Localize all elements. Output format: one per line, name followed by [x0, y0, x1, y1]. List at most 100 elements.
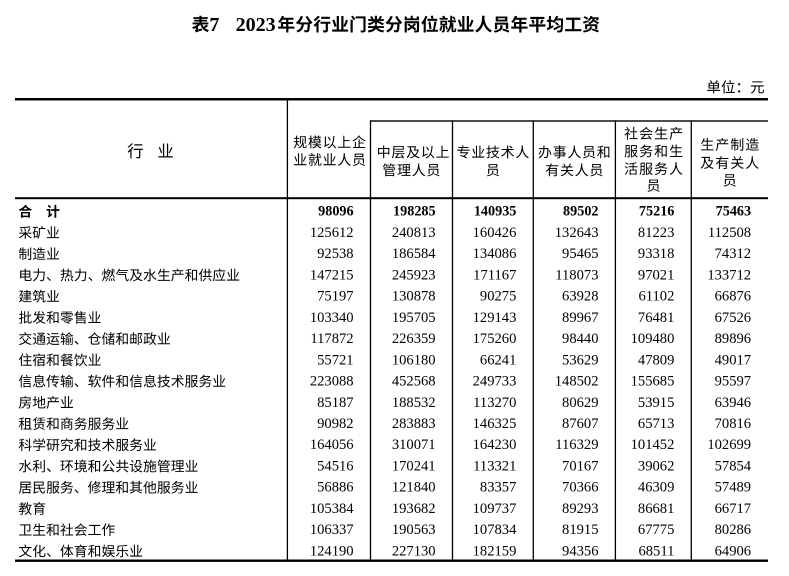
svg-text:186584: 186584 — [392, 246, 436, 262]
svg-text:134086: 134086 — [473, 246, 517, 262]
svg-text:107834: 107834 — [473, 522, 517, 538]
svg-text:7: 7 — [209, 14, 219, 36]
svg-text:223088: 223088 — [310, 374, 354, 390]
svg-text:39062: 39062 — [638, 458, 674, 474]
svg-text:75216: 75216 — [639, 204, 674, 220]
svg-text:112508: 112508 — [708, 225, 751, 241]
svg-text:97021: 97021 — [638, 267, 674, 283]
svg-text:89502: 89502 — [563, 204, 598, 220]
svg-text:133712: 133712 — [707, 267, 751, 283]
svg-text:95465: 95465 — [562, 246, 598, 262]
svg-text:106180: 106180 — [392, 352, 436, 368]
svg-text:98096: 98096 — [318, 204, 353, 220]
svg-text:83357: 83357 — [480, 480, 516, 496]
svg-text:74312: 74312 — [715, 246, 751, 262]
svg-text:81915: 81915 — [562, 522, 598, 538]
svg-text:63928: 63928 — [562, 289, 598, 305]
svg-text:283883: 283883 — [392, 416, 436, 432]
svg-text:125612: 125612 — [310, 225, 354, 241]
svg-text:53629: 53629 — [562, 352, 598, 368]
svg-text:75463: 75463 — [716, 204, 751, 220]
svg-text:70366: 70366 — [562, 480, 598, 496]
svg-text:90275: 90275 — [480, 289, 516, 305]
svg-text:66876: 66876 — [715, 289, 751, 305]
svg-text:85187: 85187 — [317, 395, 353, 411]
svg-text:56886: 56886 — [317, 480, 353, 496]
svg-text:124190: 124190 — [310, 543, 354, 559]
svg-text:102699: 102699 — [707, 437, 751, 453]
svg-text:89293: 89293 — [562, 501, 598, 517]
svg-text:155685: 155685 — [631, 374, 675, 390]
svg-text:67526: 67526 — [715, 310, 751, 326]
svg-text:68511: 68511 — [638, 543, 674, 559]
svg-text:57489: 57489 — [715, 480, 751, 496]
svg-text:63946: 63946 — [715, 395, 751, 411]
svg-text:118073: 118073 — [555, 267, 598, 283]
svg-text:249733: 249733 — [473, 374, 517, 390]
svg-text:47809: 47809 — [638, 352, 674, 368]
svg-text:70167: 70167 — [562, 458, 598, 474]
svg-text:49017: 49017 — [715, 352, 751, 368]
svg-text:65713: 65713 — [638, 416, 674, 432]
svg-text:2023: 2023 — [236, 14, 276, 36]
svg-text:147215: 147215 — [310, 267, 354, 283]
svg-text:240813: 240813 — [392, 225, 436, 241]
svg-text:61102: 61102 — [638, 289, 674, 305]
svg-text:87607: 87607 — [562, 416, 598, 432]
svg-text:226359: 226359 — [392, 331, 436, 347]
svg-text:93318: 93318 — [638, 246, 674, 262]
svg-text:66717: 66717 — [715, 501, 751, 517]
svg-text:46309: 46309 — [638, 480, 674, 496]
svg-text:129143: 129143 — [473, 310, 517, 326]
svg-text:67775: 67775 — [638, 522, 674, 538]
svg-text:54516: 54516 — [317, 458, 353, 474]
svg-text:193682: 193682 — [392, 501, 436, 517]
svg-text:148502: 148502 — [555, 374, 599, 390]
svg-text:55721: 55721 — [317, 352, 353, 368]
svg-text:109480: 109480 — [631, 331, 675, 347]
svg-text:164230: 164230 — [473, 437, 517, 453]
svg-text:101452: 101452 — [631, 437, 675, 453]
svg-text:245923: 245923 — [392, 267, 436, 283]
svg-text:70816: 70816 — [715, 416, 751, 432]
svg-text:182159: 182159 — [473, 543, 517, 559]
svg-text:57854: 57854 — [715, 458, 752, 474]
svg-text:109737: 109737 — [473, 501, 517, 517]
svg-text:170241: 170241 — [392, 458, 436, 474]
svg-text:130878: 130878 — [392, 289, 436, 305]
svg-text:140935: 140935 — [474, 204, 517, 220]
svg-text:132643: 132643 — [555, 225, 599, 241]
svg-text:146325: 146325 — [473, 416, 517, 432]
svg-text:90982: 90982 — [317, 416, 353, 432]
svg-text:452568: 452568 — [392, 374, 436, 390]
svg-text:227130: 227130 — [392, 543, 436, 559]
svg-text:92538: 92538 — [317, 246, 353, 262]
svg-text:64906: 64906 — [715, 543, 751, 559]
svg-text:105384: 105384 — [310, 501, 354, 517]
svg-text:164056: 164056 — [310, 437, 354, 453]
svg-text:190563: 190563 — [392, 522, 436, 538]
svg-text:160426: 160426 — [473, 225, 517, 241]
svg-text:116329: 116329 — [555, 437, 598, 453]
svg-text:66241: 66241 — [480, 352, 516, 368]
svg-text:76481: 76481 — [638, 310, 674, 326]
svg-text:80629: 80629 — [562, 395, 598, 411]
svg-text:75197: 75197 — [317, 289, 353, 305]
svg-text:94356: 94356 — [562, 543, 598, 559]
svg-text:113321: 113321 — [473, 458, 516, 474]
svg-text:113270: 113270 — [473, 395, 516, 411]
svg-text:198285: 198285 — [393, 204, 436, 220]
svg-text:81223: 81223 — [638, 225, 674, 241]
svg-text:310071: 310071 — [392, 437, 436, 453]
svg-text:89967: 89967 — [562, 310, 598, 326]
svg-text:121840: 121840 — [392, 480, 436, 496]
svg-text:53915: 53915 — [638, 395, 674, 411]
svg-text:188532: 188532 — [392, 395, 436, 411]
svg-text:98440: 98440 — [562, 331, 598, 347]
svg-text:89896: 89896 — [715, 331, 751, 347]
svg-text:103340: 103340 — [310, 310, 354, 326]
svg-text:117872: 117872 — [310, 331, 353, 347]
svg-text:171167: 171167 — [473, 267, 516, 283]
svg-text:86681: 86681 — [638, 501, 674, 517]
svg-text:195705: 195705 — [392, 310, 436, 326]
